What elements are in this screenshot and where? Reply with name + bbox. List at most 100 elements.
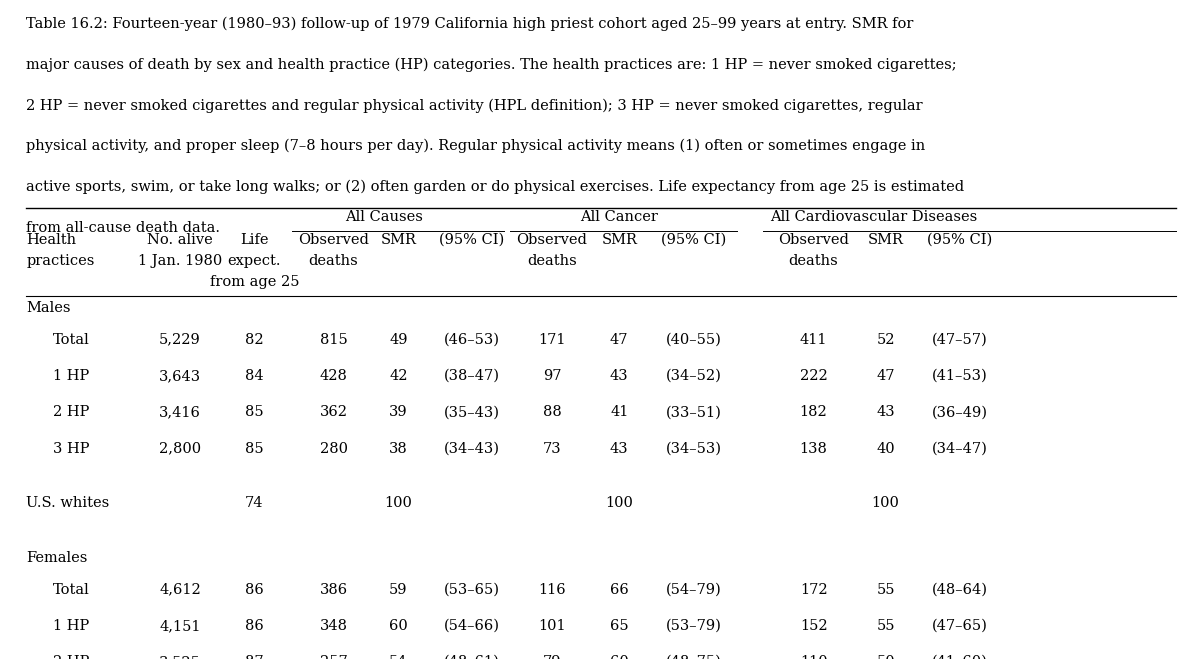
Text: (48–75): (48–75) [666, 655, 721, 659]
Text: 4,612: 4,612 [160, 583, 200, 596]
Text: SMR: SMR [380, 233, 416, 246]
Text: from all-cause death data.: from all-cause death data. [26, 221, 221, 235]
Text: All Causes: All Causes [346, 210, 422, 223]
Text: (48–61): (48–61) [444, 655, 499, 659]
Text: Life: Life [240, 233, 269, 246]
Text: 97: 97 [542, 369, 562, 383]
Text: 100: 100 [384, 496, 413, 510]
Text: 43: 43 [610, 369, 629, 383]
Text: 3,643: 3,643 [158, 369, 202, 383]
Text: All Cancer: All Cancer [581, 210, 658, 223]
Text: (54–79): (54–79) [666, 583, 721, 596]
Text: 101: 101 [538, 619, 566, 633]
Text: 815: 815 [319, 333, 348, 347]
Text: 100: 100 [605, 496, 634, 510]
Text: 171: 171 [539, 333, 565, 347]
Text: 54: 54 [389, 655, 408, 659]
Text: 66: 66 [610, 583, 629, 596]
Text: Health: Health [26, 233, 77, 246]
Text: (34–52): (34–52) [666, 369, 721, 383]
Text: 1 HP: 1 HP [53, 369, 89, 383]
Text: 88: 88 [542, 405, 562, 419]
Text: (95% CI): (95% CI) [439, 233, 504, 246]
Text: 60: 60 [389, 619, 408, 633]
Text: (95% CI): (95% CI) [928, 233, 992, 246]
Text: Total: Total [53, 583, 90, 596]
Text: (34–47): (34–47) [932, 442, 988, 455]
Text: 43: 43 [876, 405, 895, 419]
Text: 79: 79 [542, 655, 562, 659]
Text: 87: 87 [245, 655, 264, 659]
Text: (53–65): (53–65) [444, 583, 499, 596]
Text: Observed: Observed [778, 233, 850, 246]
Text: 386: 386 [319, 583, 348, 596]
Text: (53–79): (53–79) [666, 619, 721, 633]
Text: (48–64): (48–64) [932, 583, 988, 596]
Text: 84: 84 [245, 369, 264, 383]
Text: Males: Males [26, 301, 71, 315]
Text: 85: 85 [245, 405, 264, 419]
Text: No. alive: No. alive [148, 233, 212, 246]
Text: 5,229: 5,229 [160, 333, 200, 347]
Text: from age 25: from age 25 [210, 275, 299, 289]
Text: 52: 52 [876, 333, 895, 347]
Text: 86: 86 [245, 619, 264, 633]
Text: 41: 41 [610, 405, 629, 419]
Text: 3,416: 3,416 [160, 405, 200, 419]
Text: (95% CI): (95% CI) [661, 233, 726, 246]
Text: deaths: deaths [527, 254, 577, 268]
Text: 2 HP: 2 HP [53, 405, 89, 419]
Text: Total: Total [53, 333, 90, 347]
Text: SMR: SMR [868, 233, 904, 246]
Text: Observed: Observed [298, 233, 370, 246]
Text: U.S. whites: U.S. whites [26, 496, 109, 510]
Text: 4,151: 4,151 [160, 619, 200, 633]
Text: 2 HP: 2 HP [53, 655, 89, 659]
Text: 257: 257 [319, 655, 348, 659]
Text: 47: 47 [876, 369, 895, 383]
Text: All Cardiovascular Diseases: All Cardiovascular Diseases [770, 210, 977, 223]
Text: (34–53): (34–53) [666, 442, 721, 455]
Text: 3,525: 3,525 [160, 655, 200, 659]
Text: (33–51): (33–51) [666, 405, 721, 419]
Text: Table 16.2: Fourteen-year (1980–93) follow-up of 1979 California high priest coh: Table 16.2: Fourteen-year (1980–93) foll… [26, 16, 913, 31]
Text: (46–53): (46–53) [444, 333, 499, 347]
Text: 1 Jan. 1980: 1 Jan. 1980 [138, 254, 222, 268]
Text: physical activity, and proper sleep (7–8 hours per day). Regular physical activi: physical activity, and proper sleep (7–8… [26, 139, 925, 154]
Text: (35–43): (35–43) [444, 405, 499, 419]
Text: active sports, swim, or take long walks; or (2) often garden or do physical exer: active sports, swim, or take long walks;… [26, 180, 965, 194]
Text: (41–53): (41–53) [932, 369, 988, 383]
Text: 86: 86 [245, 583, 264, 596]
Text: 2 HP = never smoked cigarettes and regular physical activity (HPL definition); 3: 2 HP = never smoked cigarettes and regul… [26, 98, 923, 113]
Text: 82: 82 [245, 333, 264, 347]
Text: 172: 172 [799, 583, 828, 596]
Text: 85: 85 [245, 442, 264, 455]
Text: 60: 60 [610, 655, 629, 659]
Text: 39: 39 [389, 405, 408, 419]
Text: 43: 43 [610, 442, 629, 455]
Text: (47–57): (47–57) [932, 333, 988, 347]
Text: deaths: deaths [308, 254, 359, 268]
Text: (36–49): (36–49) [932, 405, 988, 419]
Text: 74: 74 [245, 496, 264, 510]
Text: 362: 362 [319, 405, 348, 419]
Text: Observed: Observed [516, 233, 588, 246]
Text: deaths: deaths [788, 254, 839, 268]
Text: (34–43): (34–43) [444, 442, 499, 455]
Text: 3 HP: 3 HP [53, 442, 89, 455]
Text: 55: 55 [876, 583, 895, 596]
Text: 73: 73 [542, 442, 562, 455]
Text: 152: 152 [799, 619, 828, 633]
Text: 49: 49 [389, 333, 408, 347]
Text: 222: 222 [799, 369, 828, 383]
Text: 47: 47 [610, 333, 629, 347]
Text: (41–60): (41–60) [932, 655, 988, 659]
Text: 411: 411 [800, 333, 827, 347]
Text: 182: 182 [799, 405, 828, 419]
Text: 1 HP: 1 HP [53, 619, 89, 633]
Text: 428: 428 [319, 369, 348, 383]
Text: 138: 138 [799, 442, 828, 455]
Text: 65: 65 [610, 619, 629, 633]
Text: practices: practices [26, 254, 95, 268]
Text: SMR: SMR [601, 233, 637, 246]
